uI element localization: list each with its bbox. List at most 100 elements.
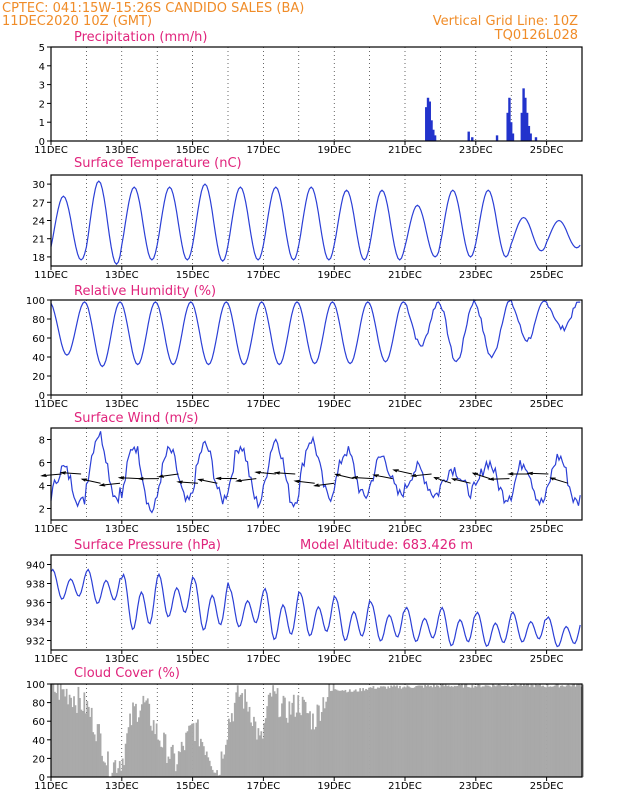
cloud-bar — [83, 692, 86, 777]
cloud-bar — [508, 686, 511, 777]
cloud-bar — [567, 684, 570, 777]
cloud-bar — [213, 772, 216, 777]
cloud-bar — [375, 688, 378, 777]
cloud-bar — [456, 685, 459, 777]
cloud-bar — [337, 690, 339, 777]
wind-arrow-head — [487, 477, 495, 481]
cloud-bar — [130, 725, 133, 777]
y-tick-label: 40 — [32, 736, 45, 747]
cloud-bar — [464, 684, 466, 777]
cloud-bar — [77, 686, 80, 777]
y-tick-label: 934 — [26, 618, 45, 629]
cloud-bar — [297, 695, 300, 777]
cloud-bar — [359, 688, 362, 777]
cloud-bar — [198, 746, 201, 777]
x-tick-label: 15DEC — [176, 781, 210, 792]
wind-arrow — [119, 477, 140, 480]
cloud-bar — [214, 772, 217, 777]
cloud-bar — [170, 746, 173, 777]
cloud-bar — [288, 701, 291, 777]
cloud-bar — [418, 685, 421, 777]
cloud-bar — [440, 684, 443, 777]
cloud-bar — [487, 685, 490, 777]
cloud-bar — [329, 691, 332, 777]
cloud-bar — [216, 770, 218, 777]
y-tick-label: 18 — [32, 253, 45, 264]
cloud-bar — [552, 686, 555, 777]
cloud-bar — [546, 684, 549, 777]
cloud-bar — [171, 744, 174, 777]
cloud-bar — [556, 684, 559, 777]
cloud-bar — [62, 689, 65, 777]
cloud-bar — [328, 684, 331, 777]
cloud-bar — [315, 726, 317, 777]
cloud-bar — [391, 686, 394, 777]
cloud-bar — [244, 689, 246, 777]
wind-arrow — [256, 471, 276, 475]
cloud-bar — [468, 687, 471, 777]
y-tick-label: 24 — [32, 217, 45, 228]
cloud-bar — [388, 688, 391, 777]
cloud-bar — [428, 686, 431, 777]
cloud-bar — [353, 690, 356, 777]
cloud-bar — [121, 758, 124, 777]
cloud-bar — [319, 720, 322, 777]
cloud-bar — [138, 717, 140, 777]
y-tick-label: 5 — [39, 43, 45, 54]
cloud-bar — [447, 685, 450, 777]
x-tick-label: 11DEC — [34, 270, 68, 281]
y-tick-label: 0 — [39, 391, 45, 402]
cloud-bar — [335, 689, 338, 777]
cloud-bar — [273, 691, 276, 777]
cloud-bar — [208, 760, 211, 777]
cloud-bar — [340, 690, 342, 777]
cloud-bar — [76, 712, 78, 777]
cloud-bar — [378, 687, 381, 777]
cloud-bar — [55, 693, 58, 777]
cloud-bar — [86, 701, 89, 777]
rh-line — [50, 298, 581, 368]
panel-title: Relative Humidity (%) — [74, 284, 216, 299]
cloud-bar — [472, 687, 475, 777]
x-tick-label: 23DEC — [459, 399, 493, 410]
wind-arrow — [178, 481, 198, 484]
wind-arrow-head — [59, 471, 67, 475]
cloud-bar — [263, 722, 266, 777]
x-tick-label: 15DEC — [176, 399, 210, 410]
cloud-bar — [98, 724, 100, 777]
wind-arrow — [295, 480, 315, 484]
cloud-bar — [427, 685, 429, 777]
x-tick-label: 17DEC — [247, 145, 281, 156]
precip-bar — [471, 137, 474, 141]
y-tick-label: 100 — [26, 296, 45, 307]
precip-bar — [510, 122, 513, 141]
cloud-bar — [111, 772, 114, 777]
cloud-bar — [462, 687, 465, 777]
cloud-bar — [135, 703, 137, 777]
cloud-bar — [481, 686, 484, 777]
cloud-bar — [570, 686, 572, 777]
cloud-bar — [316, 704, 319, 777]
cloud-bar — [251, 725, 254, 777]
wind-arrow — [61, 472, 82, 475]
panel-precip: Precipitation (mm/h) 0 1 2 3 4 5 11DEC 13DEC 15DE… — [34, 30, 583, 156]
cloud-bar — [486, 685, 488, 777]
cloud-bar — [127, 727, 130, 777]
cloud-bar — [219, 774, 221, 777]
x-tick-label: 17DEC — [247, 270, 281, 281]
precip-bar — [534, 137, 538, 141]
wind-arrow-head — [351, 476, 359, 480]
panel-pres: Surface Pressure (hPa) Model Altitude: 68… — [26, 538, 583, 665]
x-tick-label: 25DEC — [530, 654, 564, 665]
cloud-bar — [143, 702, 146, 777]
cloud-bar — [362, 688, 364, 777]
cloud-bar — [469, 687, 472, 777]
cloud-bar — [537, 684, 540, 777]
cloud-bar — [435, 685, 438, 777]
cloud-bar — [173, 753, 176, 777]
cloud-bar — [270, 696, 273, 777]
wind-arrow — [472, 472, 491, 480]
cloud-bar — [381, 686, 384, 777]
cloud-bar — [496, 685, 499, 777]
cloud-bar — [461, 684, 463, 777]
